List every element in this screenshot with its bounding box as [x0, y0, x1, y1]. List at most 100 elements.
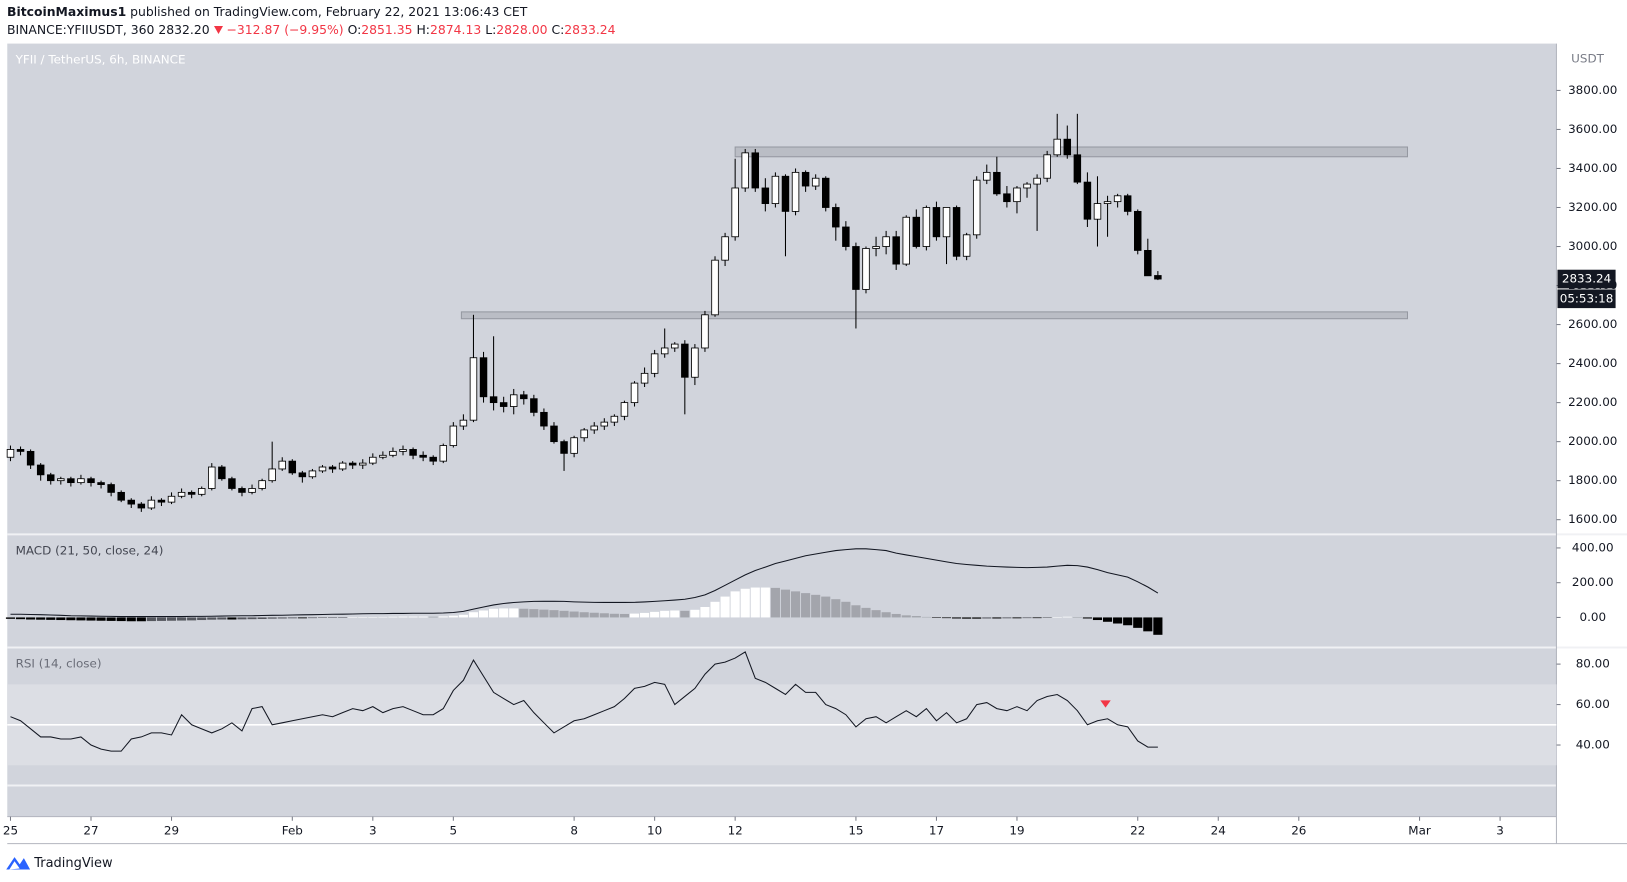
histogram-bar	[1042, 617, 1052, 618]
currency-label: USDT	[1571, 52, 1604, 66]
candle-body	[590, 425, 598, 431]
candle-body	[167, 495, 176, 503]
histogram-bar	[277, 617, 287, 619]
histogram-bar	[569, 611, 579, 618]
candle-body	[328, 466, 337, 470]
candle-body	[1083, 181, 1092, 220]
candle-body	[147, 499, 156, 509]
candle-body	[520, 394, 528, 400]
histogram-bar	[720, 596, 730, 618]
y-tick-label: 60.00	[1576, 697, 1610, 711]
histogram-bar	[841, 601, 851, 618]
ohlc-value: 2828.00	[496, 21, 548, 37]
x-tick-label: Mar	[1408, 824, 1431, 838]
histogram-bar	[458, 614, 468, 618]
histogram-bar	[267, 617, 277, 619]
y-tick-label: 2400.00	[1568, 356, 1617, 370]
x-tick-label: 25	[3, 824, 18, 838]
x-tick-label: 15	[848, 824, 863, 838]
histogram-bar	[66, 617, 76, 621]
histogram-bar	[358, 617, 368, 618]
countdown-box	[1557, 289, 1616, 309]
histogram-bar	[187, 617, 197, 621]
histogram-bar	[317, 617, 328, 618]
candle-body	[1113, 195, 1122, 203]
histogram-bar	[690, 609, 700, 618]
histogram-bar	[489, 608, 499, 618]
candle-body	[1103, 201, 1112, 205]
candle-body	[77, 478, 85, 484]
candle-body	[691, 347, 699, 378]
ohlc-label: O:	[347, 21, 362, 37]
histogram-bar	[1052, 617, 1062, 618]
change: −312.87 (−9.95%)	[226, 21, 344, 37]
candle-body	[348, 462, 357, 466]
histogram-bar	[297, 617, 307, 619]
candle-body	[972, 179, 981, 236]
candle-body	[530, 398, 538, 413]
y-tick-label: 3200.00	[1568, 200, 1617, 214]
histogram-bar	[559, 610, 569, 618]
histogram-bar	[1012, 617, 1022, 619]
histogram-bar	[750, 587, 760, 618]
candle-body	[671, 343, 679, 349]
candle-body	[117, 491, 125, 501]
candle-body	[610, 415, 619, 423]
candle-body	[1134, 210, 1142, 251]
histogram-bar	[247, 617, 257, 620]
candle-body	[640, 372, 649, 384]
histogram-bar	[448, 615, 458, 618]
candle-body	[1053, 138, 1061, 156]
pane-title: RSI (14, close)	[16, 657, 102, 671]
candle-body	[1043, 154, 1051, 179]
histogram-bar	[338, 617, 348, 618]
candle-body	[308, 470, 317, 478]
x-tick-label: 12	[728, 824, 743, 838]
candle-body	[570, 437, 578, 454]
candle-body	[892, 236, 900, 265]
histogram-bar	[408, 616, 418, 618]
candle-body	[1154, 275, 1162, 280]
candle-body	[469, 357, 478, 421]
ohlc-label: C:	[551, 21, 565, 37]
histogram-bar	[529, 609, 539, 618]
candle-body	[842, 226, 850, 247]
ohlc-value: 2874.13	[429, 21, 482, 37]
candle-body	[67, 478, 75, 484]
candle-body	[1063, 138, 1072, 156]
header-line: BitcoinMaximus1 published on TradingView…	[7, 3, 616, 21]
histogram-bar	[398, 616, 408, 618]
y-tick-label: 2200.00	[1568, 395, 1617, 409]
candle-body	[6, 449, 15, 458]
candle-body	[187, 491, 196, 495]
x-tick-label: 22	[1130, 824, 1145, 838]
histogram-bar	[740, 588, 750, 618]
candle-body	[399, 449, 407, 452]
histogram-bar	[1022, 617, 1032, 619]
candle-body	[942, 207, 951, 238]
signal-marker	[1100, 700, 1111, 708]
candle-body	[16, 449, 25, 452]
histogram-bar	[982, 617, 992, 619]
histogram-bar	[1082, 617, 1092, 619]
candle-body	[791, 171, 800, 212]
histogram-bar	[891, 613, 901, 618]
histogram-bar	[811, 594, 821, 618]
histogram-bar	[438, 616, 448, 618]
histogram-bar	[126, 617, 136, 622]
histogram-bar	[207, 617, 217, 620]
header-line: BINANCE:YFIIUSDT, 360 2832.20 −312.87 (−…	[7, 21, 616, 39]
histogram-bar	[1113, 617, 1123, 624]
y-tick-label: 3800.00	[1568, 83, 1617, 97]
y-tick-label: 40.00	[1576, 738, 1610, 752]
histogram-bar	[1092, 617, 1103, 621]
histogram-bar	[146, 617, 156, 622]
x-tick-label: Feb	[282, 824, 303, 838]
histogram-bar	[257, 617, 267, 619]
zone	[734, 146, 1409, 158]
x-tick-label: 8	[570, 824, 578, 838]
logo	[6, 857, 31, 870]
zone	[460, 311, 1409, 320]
ohlc-value: 2833.24	[564, 21, 616, 37]
candle-body	[499, 402, 508, 407]
